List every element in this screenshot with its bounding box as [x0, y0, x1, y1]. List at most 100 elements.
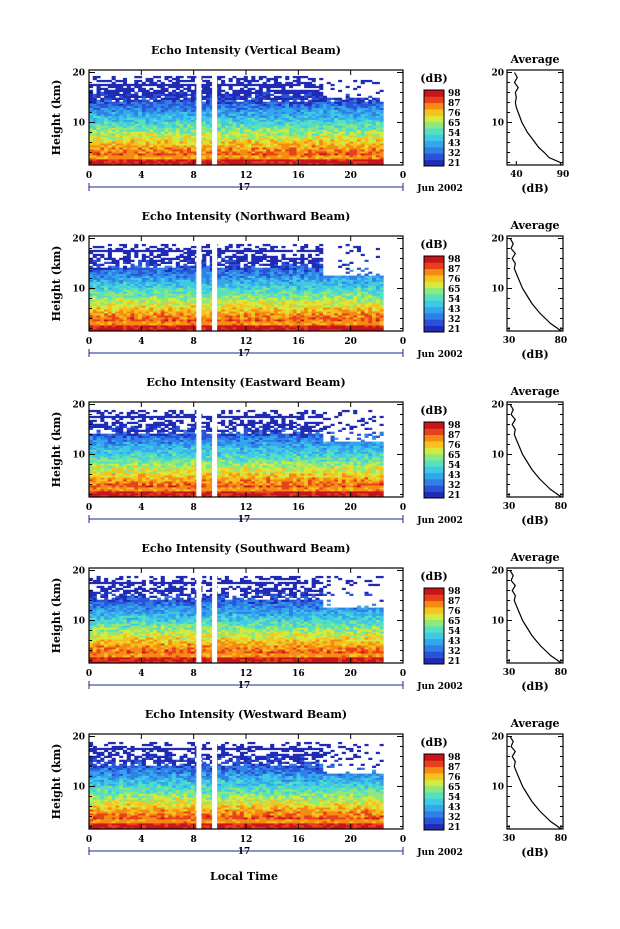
heatmap-cell — [96, 141, 101, 144]
heatmap-cell — [262, 109, 267, 112]
heatmap-cell — [375, 153, 380, 156]
heatmap-cell — [368, 307, 373, 310]
heatmap-cell — [172, 119, 177, 122]
heatmap-cell — [273, 309, 278, 312]
heatmap-cell — [326, 147, 331, 150]
heatmap-cell — [134, 163, 139, 166]
heatmap-cell — [126, 101, 131, 104]
heatmap-cell — [270, 287, 275, 290]
heatmap-cell — [285, 291, 290, 294]
heatmap-cell — [338, 127, 343, 130]
heatmap-cell — [187, 93, 192, 97]
heatmap-cell — [100, 97, 105, 100]
heatmap-cell — [360, 133, 365, 136]
heatmap-cell — [138, 133, 143, 136]
heatmap-cell — [345, 125, 350, 128]
heatmap-cell — [345, 137, 350, 140]
heatmap-cell — [292, 313, 297, 316]
heatmap-cell — [285, 145, 290, 148]
heatmap-cell — [292, 327, 297, 330]
heatmap-cell — [126, 145, 131, 148]
heatmap-cell — [168, 319, 173, 322]
heatmap-cell — [251, 79, 256, 83]
heatmap-cell — [247, 299, 252, 302]
heatmap-cell — [224, 139, 229, 142]
heatmap-cell — [115, 117, 120, 120]
heatmap-cell — [217, 121, 222, 124]
heatmap-cell — [92, 307, 97, 310]
heatmap-cell — [221, 109, 226, 112]
heatmap-cell — [187, 147, 192, 150]
heatmap-cell — [266, 137, 271, 140]
heatmap-cell — [360, 297, 365, 300]
heatmap-cell — [285, 107, 290, 110]
heatmap-cell — [375, 305, 380, 308]
heatmap-cell — [92, 303, 97, 306]
heatmap-cell — [251, 291, 256, 294]
heatmap-cell — [247, 119, 252, 122]
heatmap-cell — [307, 129, 312, 132]
heatmap-cell — [130, 101, 135, 104]
heatmap-cell — [130, 155, 135, 158]
heatmap-cell — [296, 287, 301, 290]
heatmap-cell — [168, 325, 173, 328]
heatmap-cell — [319, 285, 324, 288]
heatmap-cell — [334, 121, 339, 124]
heatmap-cell — [141, 163, 146, 166]
heatmap-cell — [304, 287, 309, 290]
heatmap-cell — [236, 155, 241, 158]
heatmap-cell — [104, 121, 109, 124]
heatmap-cell — [172, 155, 177, 158]
heatmap-cell — [187, 119, 192, 122]
heatmap-cell — [232, 113, 237, 116]
heatmap-cell — [141, 315, 146, 318]
heatmap-cell — [304, 149, 309, 152]
heatmap-cell — [190, 123, 195, 126]
heatmap-cell — [322, 153, 328, 156]
heatmap-cell — [92, 309, 97, 312]
heatmap-cell — [292, 111, 297, 114]
heatmap-cell — [156, 149, 161, 152]
heatmap-cell — [330, 149, 335, 152]
heatmap-cell — [122, 141, 128, 144]
heatmap-cell — [341, 299, 346, 302]
heatmap-cell — [100, 93, 105, 97]
heatmap-cell — [251, 295, 256, 298]
heatmap-cell — [141, 287, 146, 290]
heatmap-cell — [107, 155, 112, 158]
heatmap-cell — [296, 315, 301, 318]
heatmap-cell — [145, 141, 150, 144]
heatmap-cell — [138, 309, 143, 312]
heatmap-cell — [107, 95, 112, 99]
heatmap-cell — [319, 119, 324, 122]
heatmap-cell — [334, 323, 339, 326]
heatmap-cell — [300, 99, 305, 102]
heatmap-cell — [92, 151, 97, 154]
heatmap-cell — [187, 157, 192, 160]
heatmap-cell — [164, 95, 169, 99]
heatmap-cell — [160, 147, 165, 150]
heatmap-cell — [202, 109, 207, 112]
heatmap-cell — [183, 139, 188, 142]
heatmap-cell — [190, 159, 195, 162]
heatmap-cell — [258, 103, 263, 106]
heatmap-cell — [209, 285, 214, 288]
heatmap-cell — [232, 157, 237, 160]
heatmap-cell — [307, 95, 312, 99]
heatmap-cell — [107, 307, 112, 310]
heatmap-cell — [239, 309, 245, 312]
heatmap-cell — [138, 79, 143, 83]
heatmap-cell — [322, 135, 328, 138]
x-tick-label: 16 — [292, 171, 305, 181]
heatmap-cell — [156, 159, 161, 162]
heatmap-cell — [96, 139, 101, 142]
heatmap-cell — [156, 123, 161, 126]
heatmap-cell — [179, 303, 184, 306]
heatmap-cell — [285, 125, 290, 128]
heatmap-cell — [217, 285, 222, 288]
heatmap-cell — [153, 93, 158, 97]
heatmap-cell — [217, 293, 222, 296]
heatmap-cell — [270, 297, 275, 300]
heatmap-cell — [172, 91, 177, 95]
heatmap-cell — [126, 113, 131, 116]
